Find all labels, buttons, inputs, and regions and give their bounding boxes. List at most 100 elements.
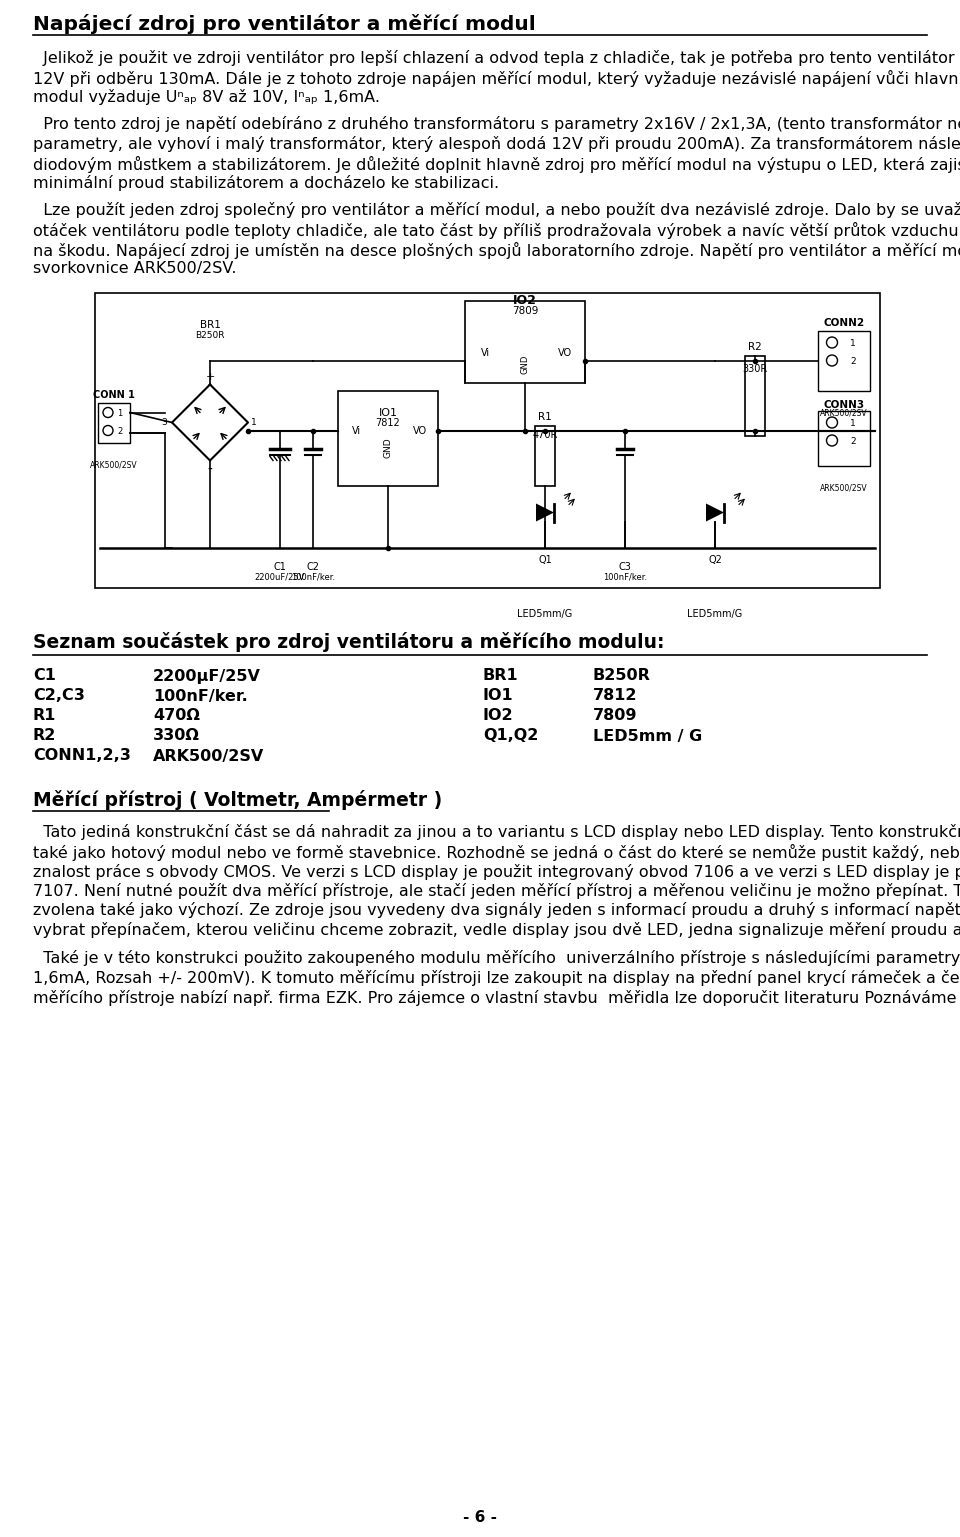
Text: C2: C2 bbox=[306, 563, 320, 572]
Text: LED5mm / G: LED5mm / G bbox=[593, 729, 703, 744]
Text: diodovým můstkem a stabilizátorem. Je důležité doplnit hlavně zdroj pro měřící m: diodovým můstkem a stabilizátorem. Je dů… bbox=[33, 155, 960, 172]
Text: BR1: BR1 bbox=[200, 321, 221, 330]
Text: 2200uF/25V: 2200uF/25V bbox=[254, 572, 305, 581]
Bar bbox=[818, 410, 870, 466]
Text: 7812: 7812 bbox=[375, 418, 400, 427]
Text: 2: 2 bbox=[117, 427, 123, 437]
Text: IO2: IO2 bbox=[483, 709, 514, 724]
Text: 2: 2 bbox=[851, 437, 855, 446]
Polygon shape bbox=[536, 504, 554, 521]
Circle shape bbox=[827, 435, 837, 446]
Text: Jelikož je použit ve zdroji ventilátor pro lepší chlazení a odvod tepla z chladi: Jelikož je použit ve zdroji ventilátor p… bbox=[33, 51, 960, 66]
Text: 12V při odběru 130mA. Dále je z tohoto zdroje napájen měřící modul, který vyžadu: 12V při odběru 130mA. Dále je z tohoto z… bbox=[33, 69, 960, 86]
Circle shape bbox=[827, 417, 837, 427]
Text: parametry, ale vyhoví i malý transformátor, který alespoň dodá 12V při proudu 20: parametry, ale vyhoví i malý transformát… bbox=[33, 135, 960, 152]
Bar bbox=[338, 390, 438, 486]
Text: LED5mm/G: LED5mm/G bbox=[687, 610, 743, 619]
Text: 330R: 330R bbox=[742, 363, 768, 373]
Text: modul vyžaduje Uⁿₐₚ 8V až 10V, Iⁿₐₚ 1,6mA.: modul vyžaduje Uⁿₐₚ 8V až 10V, Iⁿₐₚ 1,6m… bbox=[33, 89, 380, 105]
Text: LED5mm/G: LED5mm/G bbox=[517, 610, 572, 619]
Text: Seznam součástek pro zdroj ventilátoru a měřícího modulu:: Seznam součástek pro zdroj ventilátoru a… bbox=[33, 633, 664, 653]
Text: Napájecí zdroj pro ventilátor a měřící modul: Napájecí zdroj pro ventilátor a měřící m… bbox=[33, 14, 536, 34]
Text: BR1: BR1 bbox=[483, 669, 518, 684]
Text: svorkovnice ARK500/2SV.: svorkovnice ARK500/2SV. bbox=[33, 261, 236, 277]
Text: ARK500/2SV: ARK500/2SV bbox=[90, 461, 138, 469]
Text: Lze použít jeden zdroj společný pro ventilátor a měřící modul, a nebo použít dva: Lze použít jeden zdroj společný pro vent… bbox=[33, 203, 960, 218]
Text: Také je v této konstrukci použito zakoupeného modulu měřícího  univerzálního pří: Také je v této konstrukci použito zakoup… bbox=[33, 950, 960, 967]
Text: Q2: Q2 bbox=[708, 555, 722, 566]
Text: VO: VO bbox=[413, 426, 427, 435]
Text: 1: 1 bbox=[851, 420, 856, 427]
Text: R1: R1 bbox=[539, 412, 552, 423]
Text: C3: C3 bbox=[618, 563, 632, 572]
Circle shape bbox=[827, 355, 837, 366]
Text: 2: 2 bbox=[851, 357, 855, 366]
Text: -: - bbox=[207, 463, 212, 476]
Text: B250R: B250R bbox=[195, 330, 225, 340]
Text: IO2: IO2 bbox=[513, 295, 537, 307]
Text: Pro tento zdroj je napětí odebíráno z druhého transformátoru s parametry 2x16V /: Pro tento zdroj je napětí odebíráno z dr… bbox=[33, 117, 960, 132]
Text: ARK500/2SV: ARK500/2SV bbox=[153, 749, 264, 764]
Text: 330Ω: 330Ω bbox=[153, 729, 200, 744]
Bar bbox=[818, 330, 870, 390]
Text: - 6 -: - 6 - bbox=[463, 1509, 497, 1525]
Text: IO1: IO1 bbox=[378, 407, 397, 418]
Text: 100nF/ker.: 100nF/ker. bbox=[153, 689, 248, 704]
Text: 1: 1 bbox=[251, 418, 256, 427]
Text: Vi: Vi bbox=[480, 347, 490, 358]
Polygon shape bbox=[706, 504, 724, 521]
Text: měřícího přístroje nabízí např. firma EZK. Pro zájemce o vlastní stavbu  měřidla: měřícího přístroje nabízí např. firma EZ… bbox=[33, 990, 960, 1005]
Circle shape bbox=[827, 337, 837, 347]
Text: C1: C1 bbox=[33, 669, 56, 684]
Text: Měřící přístroj ( Voltmetr, Ampérmetr ): Měřící přístroj ( Voltmetr, Ampérmetr ) bbox=[33, 790, 443, 810]
Bar bbox=[465, 301, 585, 383]
Text: B250R: B250R bbox=[593, 669, 651, 684]
Text: 1,6mA, Rozsah +/- 200mV). K tomuto měřícímu přístroji lze zakoupit na display na: 1,6mA, Rozsah +/- 200mV). K tomuto měříc… bbox=[33, 970, 960, 987]
Text: 2200μF/25V: 2200μF/25V bbox=[153, 669, 261, 684]
Text: otáček ventilátoru podle teploty chladiče, ale tato část by příliš prodražovala : otáček ventilátoru podle teploty chladič… bbox=[33, 221, 960, 240]
Text: 1: 1 bbox=[851, 340, 856, 347]
Text: Q1: Q1 bbox=[539, 555, 552, 566]
Text: C1: C1 bbox=[274, 563, 286, 572]
Text: VO: VO bbox=[558, 347, 572, 358]
Text: GND: GND bbox=[383, 438, 393, 458]
Text: IO1: IO1 bbox=[483, 689, 514, 704]
Text: +: + bbox=[205, 372, 215, 381]
Bar bbox=[535, 426, 555, 486]
Text: 3: 3 bbox=[161, 418, 167, 427]
Text: C2,C3: C2,C3 bbox=[33, 689, 84, 704]
Text: R1: R1 bbox=[33, 709, 57, 724]
Text: Vi: Vi bbox=[351, 426, 361, 435]
Text: 7809: 7809 bbox=[593, 709, 637, 724]
Text: CONN3: CONN3 bbox=[824, 401, 865, 410]
Text: Tato jediná konstrukční část se dá nahradit za jinou a to variantu s LCD display: Tato jediná konstrukční část se dá nahra… bbox=[33, 824, 960, 841]
Circle shape bbox=[103, 407, 113, 418]
Text: CONN 1: CONN 1 bbox=[93, 390, 135, 401]
Bar bbox=[98, 403, 130, 443]
Text: 100nF/ker.: 100nF/ker. bbox=[603, 572, 647, 581]
Text: GND: GND bbox=[520, 355, 530, 373]
Text: zvolena také jako výchozí. Ze zdroje jsou vyvedeny dva signály jeden s informací: zvolena také jako výchozí. Ze zdroje jso… bbox=[33, 902, 960, 919]
Text: minimální proud stabilizátorem a docházelo ke stabilizaci.: minimální proud stabilizátorem a docháze… bbox=[33, 175, 499, 191]
Bar bbox=[745, 355, 765, 435]
Text: Q1,Q2: Q1,Q2 bbox=[483, 729, 539, 744]
Text: 100nF/ker.: 100nF/ker. bbox=[291, 572, 335, 581]
Text: vybrat přepínačem, kterou veličinu chceme zobrazit, vedle display jsou dvě LED, : vybrat přepínačem, kterou veličinu chcem… bbox=[33, 922, 960, 938]
Bar bbox=[95, 292, 880, 587]
Text: 1: 1 bbox=[117, 409, 123, 418]
Text: 7812: 7812 bbox=[593, 689, 637, 704]
Text: CONN2: CONN2 bbox=[824, 318, 865, 329]
Text: také jako hotový modul nebo ve formě stavebnice. Rozhodně se jedná o část do kte: také jako hotový modul nebo ve formě sta… bbox=[33, 844, 960, 861]
Text: CONN1,2,3: CONN1,2,3 bbox=[33, 749, 131, 764]
Text: znalost práce s obvody CMOS. Ve verzi s LCD display je použit integrovaný obvod : znalost práce s obvody CMOS. Ve verzi s … bbox=[33, 864, 960, 879]
Text: ARK500/2SV: ARK500/2SV bbox=[820, 409, 868, 418]
Text: na škodu. Napájecí zdroj je umístěn na desce plošných spojů laboratorního zdroje: na škodu. Napájecí zdroj je umístěn na d… bbox=[33, 241, 960, 258]
Text: R2: R2 bbox=[748, 343, 762, 352]
Text: R2: R2 bbox=[33, 729, 57, 744]
Text: 470Ω: 470Ω bbox=[153, 709, 200, 724]
Text: 470R: 470R bbox=[532, 430, 558, 441]
Text: ARK500/2SV: ARK500/2SV bbox=[820, 484, 868, 492]
Circle shape bbox=[103, 426, 113, 435]
Text: 7809: 7809 bbox=[512, 306, 539, 317]
Text: 7107. Není nutné použít dva měřící přístroje, ale stačí jeden měřící přístroj a : 7107. Není nutné použít dva měřící příst… bbox=[33, 882, 960, 899]
